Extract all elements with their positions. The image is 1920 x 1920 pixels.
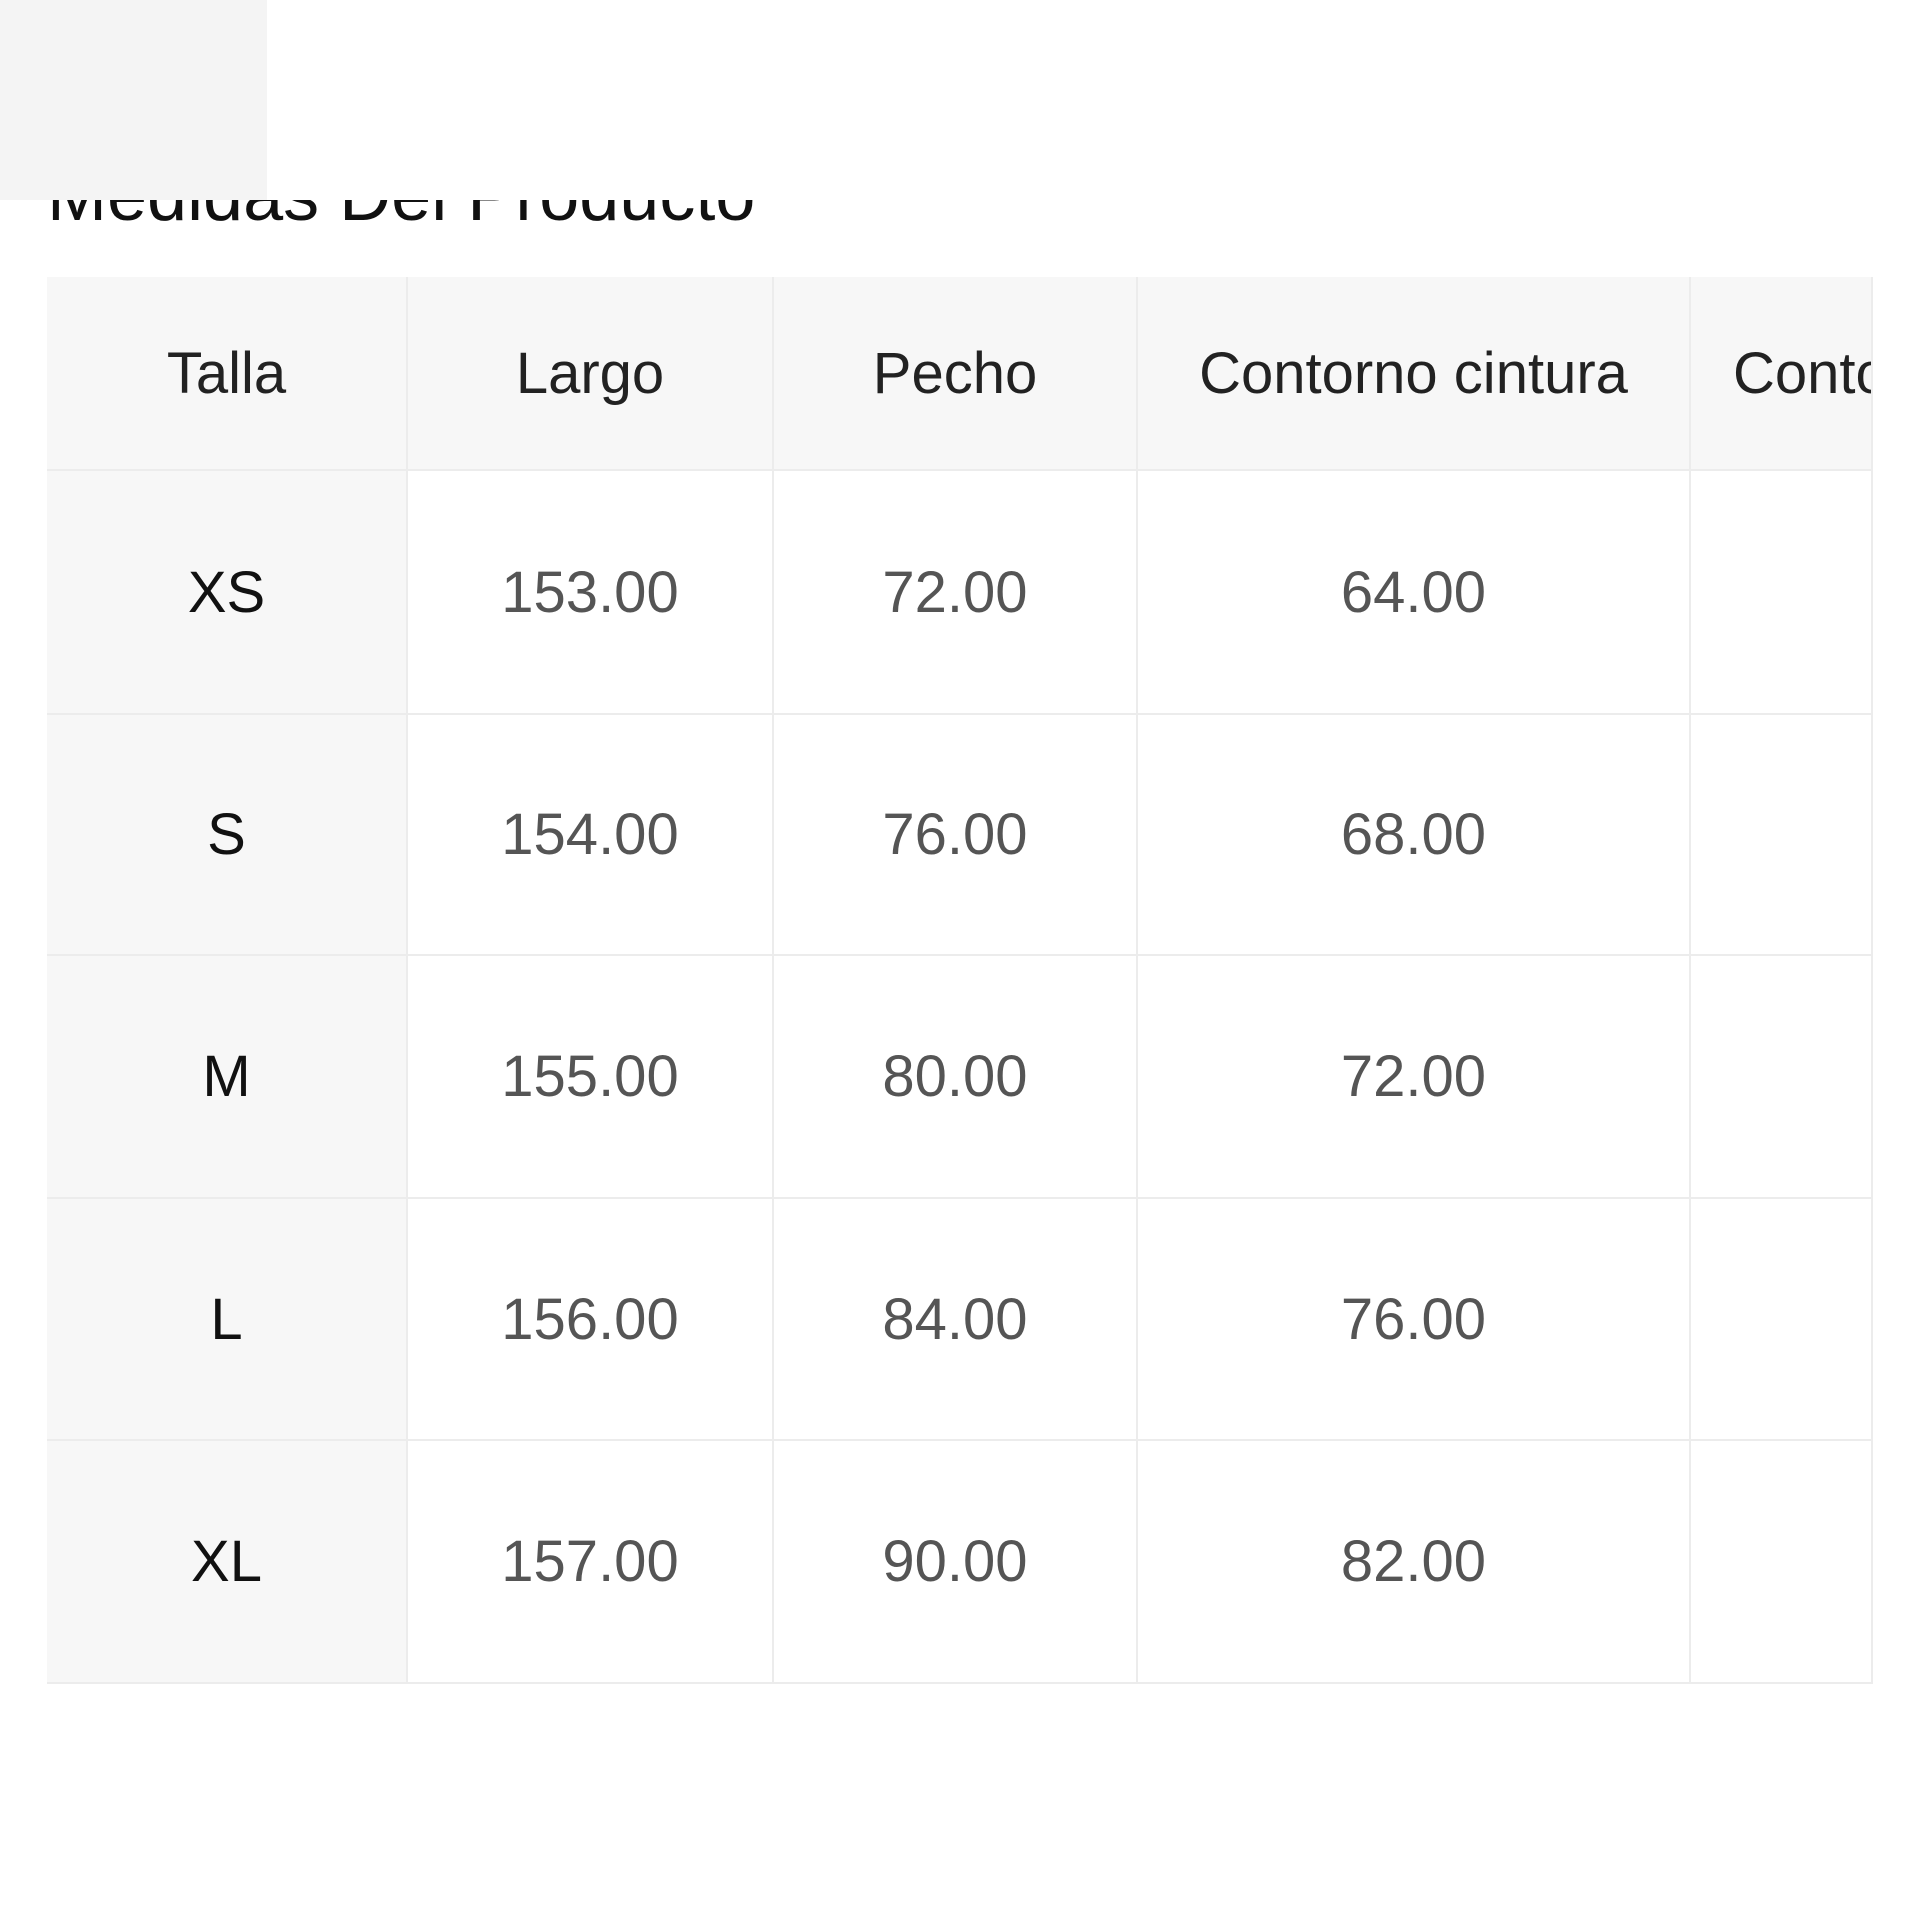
table-cell: 72.00 [774,471,1138,715]
table-cell [1691,1199,1873,1441]
table-cell [1691,1441,1873,1684]
table-cell: XS [47,471,408,715]
table-cell: 84.00 [774,1199,1138,1441]
table-cell: 153.00 [408,471,774,715]
header-cell: Pecho [774,277,1138,471]
table-cell: 157.00 [408,1441,774,1684]
table-cell: 72.00 [1138,956,1691,1199]
table-cell: 80.00 [774,956,1138,1199]
table-cell [1691,471,1873,715]
table-cell: 64.00 [1138,471,1691,715]
table-cell: XL [47,1441,408,1684]
table-cell: M [47,956,408,1199]
table-cell: 90.00 [774,1441,1138,1684]
header-cell: Contorno cintura [1138,277,1691,471]
table-cell: 154.00 [408,715,774,956]
header-cell: Contorno [1691,277,1873,471]
overlay [0,0,1920,200]
table-cell: 155.00 [408,956,774,1199]
table-cell: 68.00 [1138,715,1691,956]
table-cell: S [47,715,408,956]
table-cell: L [47,1199,408,1441]
header-cell: Talla [47,277,408,471]
table-cell: 76.00 [1138,1199,1691,1441]
table-cell: 76.00 [774,715,1138,956]
header-cell: Largo [408,277,774,471]
table-cell: 156.00 [408,1199,774,1441]
table-cell [1691,956,1873,1199]
table-cell: 82.00 [1138,1441,1691,1684]
overlay-box [0,0,267,200]
table-cell [1691,715,1873,956]
